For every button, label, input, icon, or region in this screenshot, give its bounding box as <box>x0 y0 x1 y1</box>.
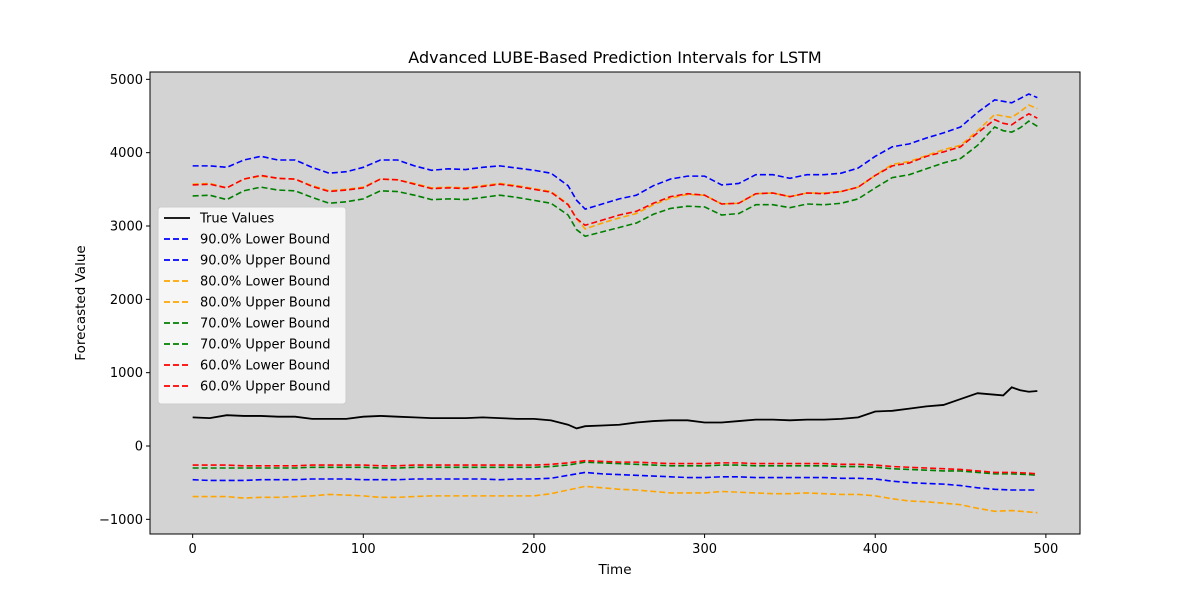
x-tick-label: 0 <box>189 542 197 557</box>
series-line-60-0-lower-bound <box>192 459 1038 475</box>
legend-box <box>157 206 347 405</box>
series-line-70-0-lower-bound <box>192 461 1038 477</box>
series-line-true-values <box>192 386 1038 430</box>
y-axis-label: Forecasted Value <box>73 245 89 360</box>
series-layer <box>192 93 1038 514</box>
x-tick-label: 100 <box>351 542 376 557</box>
x-tick-label: 500 <box>1033 542 1058 557</box>
x-axis-label: Time <box>597 562 631 578</box>
series-line-70-0-upper-bound <box>192 120 1038 238</box>
legend-entry-label: 80.0% Lower Bound <box>200 275 330 290</box>
legend-entry-label: 90.0% Upper Bound <box>200 254 331 269</box>
series-line-80-0-lower-bound <box>192 485 1038 514</box>
y-tick-label: 1000 <box>110 366 143 381</box>
series-line-90-0-lower-bound <box>192 471 1038 491</box>
y-tick-label: −1000 <box>99 513 143 528</box>
axes-layer: 0 100 200 300 400 500 −1000 0 1000 2000 3000 4000 50… <box>99 71 1081 557</box>
legend-entry-label: 80.0% Upper Bound <box>200 296 331 311</box>
x-tick-label: 400 <box>863 542 888 557</box>
y-tick-label: 3000 <box>110 220 143 235</box>
legend: True Values 90.0% Lower Bound 90.0% Upper … <box>157 206 347 405</box>
x-tick-label: 300 <box>692 542 717 557</box>
series-line-90-0-upper-bound <box>192 93 1038 211</box>
legend-entry-label: 60.0% Upper Bound <box>200 380 331 395</box>
axes-frame <box>149 71 1081 535</box>
y-tick-label: 0 <box>135 440 143 455</box>
legend-entry-label: True Values <box>199 212 274 227</box>
legend-entry-label: 70.0% Upper Bound <box>200 338 331 353</box>
chart-title: Advanced LUBE-Based Prediction Intervals… <box>408 48 821 67</box>
series-line-60-0-upper-bound <box>192 112 1038 227</box>
legend-entry-label: 70.0% Lower Bound <box>200 317 330 332</box>
y-tick-label: 4000 <box>110 146 143 161</box>
x-tick-label: 200 <box>522 542 547 557</box>
y-tick-label: 2000 <box>110 293 143 308</box>
y-tick-label: 5000 <box>110 73 143 88</box>
legend-entry-label: 90.0% Lower Bound <box>200 233 330 248</box>
legend-entry-label: 60.0% Lower Bound <box>200 359 330 374</box>
